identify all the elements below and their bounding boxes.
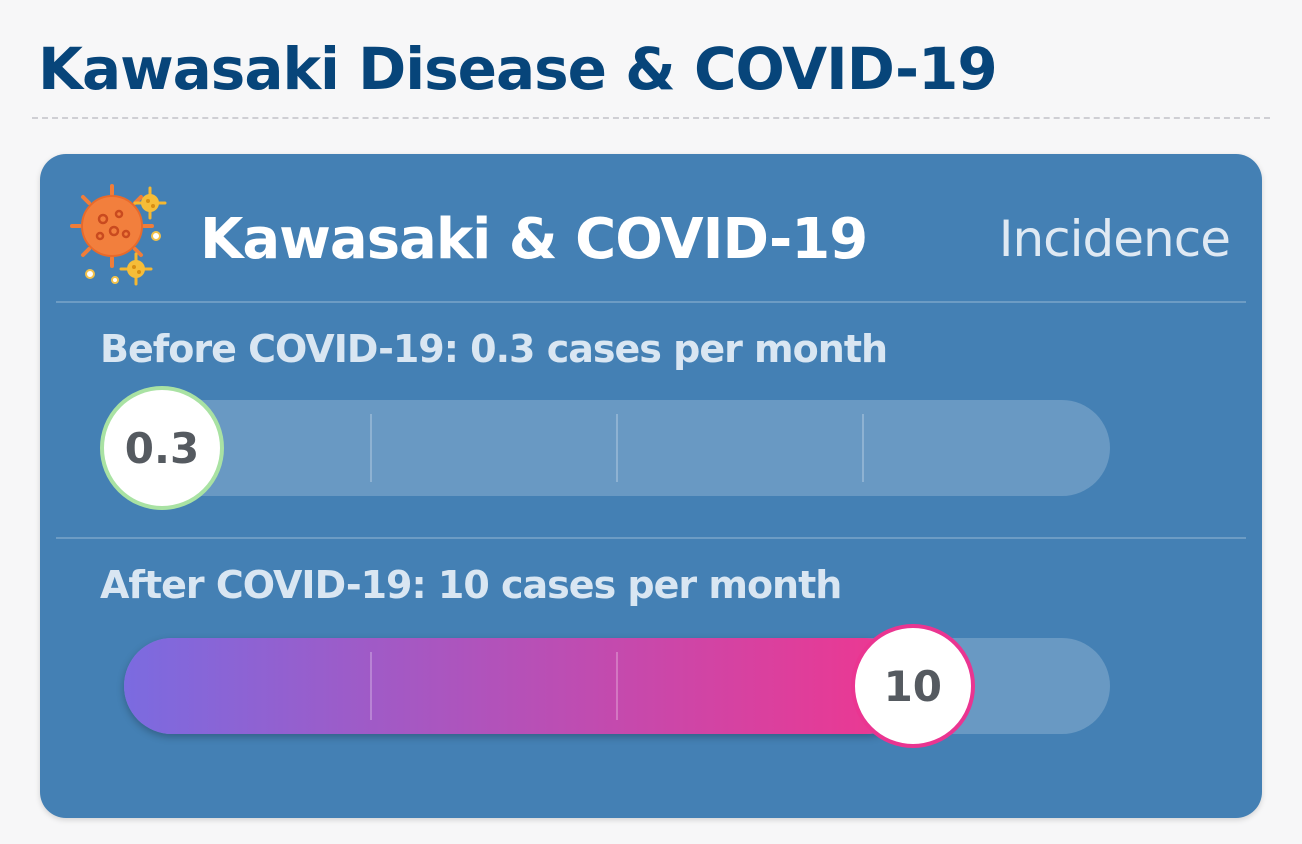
virus-icon: [70, 184, 167, 286]
card-title: Kawasaki & COVID-19: [200, 207, 868, 272]
header-divider: [56, 301, 1246, 303]
bar-tick: [370, 652, 372, 720]
before-value-knob: 0.3: [100, 386, 224, 510]
bar-tick: [616, 414, 618, 482]
bar-tick: [370, 414, 372, 482]
incidence-card: Kawasaki & COVID-19 Incidence Before COV…: [40, 154, 1262, 818]
card-tag: Incidence: [998, 210, 1231, 268]
after-bar-fill: [124, 638, 913, 734]
bar-tick: [862, 414, 864, 482]
bar-tick: [616, 652, 618, 720]
before-bar: 0.3: [100, 386, 1110, 510]
after-value-knob: 10: [850, 624, 975, 748]
page-title: Kawasaki Disease & COVID-19: [38, 35, 998, 103]
after-label: After COVID-19: 10 cases per month: [100, 563, 842, 607]
after-bar: 10: [124, 624, 1110, 748]
row-divider: [56, 537, 1246, 539]
before-label: Before COVID-19: 0.3 cases per month: [100, 327, 888, 371]
title-divider: [32, 117, 1270, 119]
